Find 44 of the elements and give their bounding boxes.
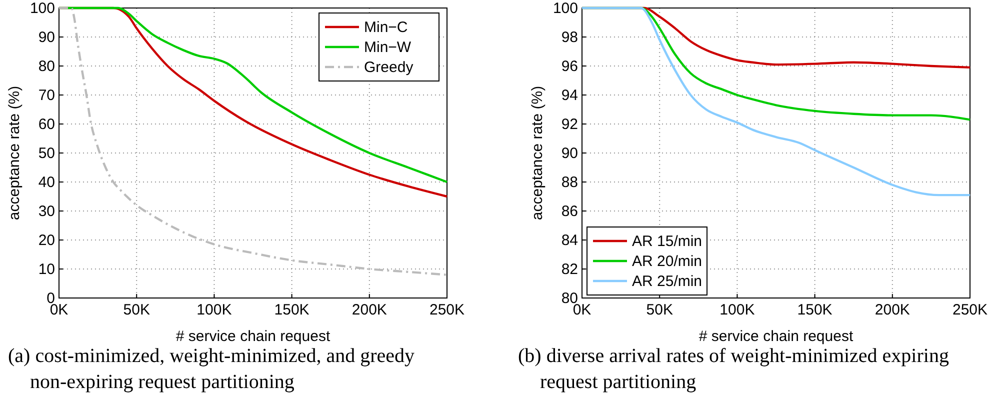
x-tick-label: 200K	[352, 302, 387, 319]
x-tick-label: 250K	[952, 302, 988, 319]
x-tick-label: 50K	[646, 302, 673, 319]
y-tick-label: 80	[38, 58, 55, 75]
x-tick-label: 150K	[797, 302, 832, 319]
y-axis-title: acceptance rate (%)	[6, 86, 23, 220]
legend-label: Greedy	[364, 59, 414, 76]
x-tick-label: 200K	[874, 302, 910, 319]
y-tick-label: 98	[561, 28, 578, 46]
y-tick-label: 88	[561, 174, 578, 191]
y-tick-label: 30	[38, 202, 55, 220]
x-axis-title: # service chain request	[176, 328, 331, 345]
x-axis-title: # service chain request	[698, 328, 854, 345]
x-tick-label: 250K	[429, 302, 465, 319]
x-tick-label: 100K	[196, 302, 232, 319]
y-tick-label: 100	[552, 0, 578, 17]
y-tick-label: 50	[38, 144, 55, 162]
legend-label: Min−W	[364, 39, 412, 56]
y-axis-title: acceptance rate (%)	[529, 86, 546, 220]
line-series	[58, 6, 448, 276]
x-tick-label: 150K	[274, 302, 310, 319]
y-tick-label: 96	[561, 58, 578, 75]
x-tick-label: 50K	[123, 302, 150, 319]
y-tick-label: 60	[38, 116, 55, 133]
text: (a) cost-minimized, weight-minimized, and greedy non-expiring request partitioning	[8, 345, 415, 393]
legend-label: Min−C	[364, 19, 408, 36]
y-tick-label: 10	[38, 260, 55, 278]
y-tick-label: 90	[38, 28, 55, 46]
y-tick-label: 20	[38, 232, 55, 249]
legend-label: AR 20/min	[632, 253, 702, 270]
x-tick-label: 100K	[720, 302, 755, 319]
y-tick-label: 86	[561, 202, 578, 220]
y-tick-label: 100	[30, 0, 55, 17]
y-tick-label: 82	[561, 260, 578, 278]
y-tick-label: 90	[561, 144, 578, 162]
y-tick-label: 40	[38, 174, 55, 191]
y-tick-label: 84	[561, 232, 578, 249]
y-tick-label: 92	[561, 116, 578, 133]
line-series	[580, 6, 972, 196]
legend-label: AR 15/min	[632, 233, 702, 250]
legend-label: AR 25/min	[632, 273, 702, 290]
y-tick-label: 94	[561, 86, 578, 104]
y-tick-label: 70	[38, 86, 55, 104]
text: (b) diverse arrival rates of weight-minimized expiring request partitioning	[518, 345, 949, 393]
